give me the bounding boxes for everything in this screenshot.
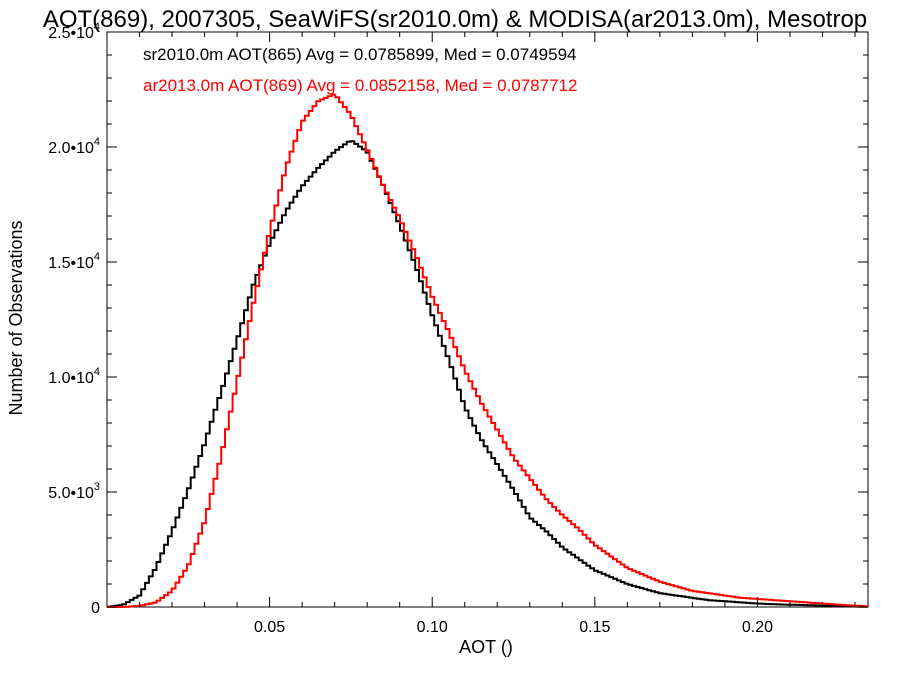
legend-entry-ar2013: ar2013.0m AOT(869) Avg = 0.0852158, Med … [143, 76, 577, 95]
x-tick-label: 0.05 [254, 619, 285, 636]
y-tick-label: 5.0•103 [48, 481, 100, 502]
x-tick-label: 0.20 [742, 619, 773, 636]
legend-entry-sr2010: sr2010.0m AOT(865) Avg = 0.0785899, Med … [143, 45, 577, 64]
y-tick-label: 1.5•104 [48, 251, 100, 272]
y-tick-label: 0 [91, 600, 100, 617]
y-axis-label: Number of Observations [6, 220, 26, 415]
plot-border [106, 31, 869, 608]
x-axis-label: AOT () [459, 637, 513, 657]
y-tick-label: 1.0•104 [48, 366, 100, 387]
y-tick-label: 2.5•104 [48, 21, 100, 42]
series-line-ar2013 [107, 93, 868, 608]
chart-title: AOT(869), 2007305, SeaWiFS(sr2010.0m) & … [43, 6, 867, 33]
y-tick-label: 2.0•104 [48, 136, 100, 157]
x-tick-label: 0.15 [579, 619, 610, 636]
x-tick-label: 0.10 [417, 619, 448, 636]
plot-frame [106, 31, 869, 608]
ticks-layer: 0.05 0.10 0.15 0.20 0 5.0•103 1.0•104 1.5•104 2.… [48, 21, 868, 636]
series-layer [107, 93, 868, 608]
series-line-sr2010 [107, 140, 868, 608]
